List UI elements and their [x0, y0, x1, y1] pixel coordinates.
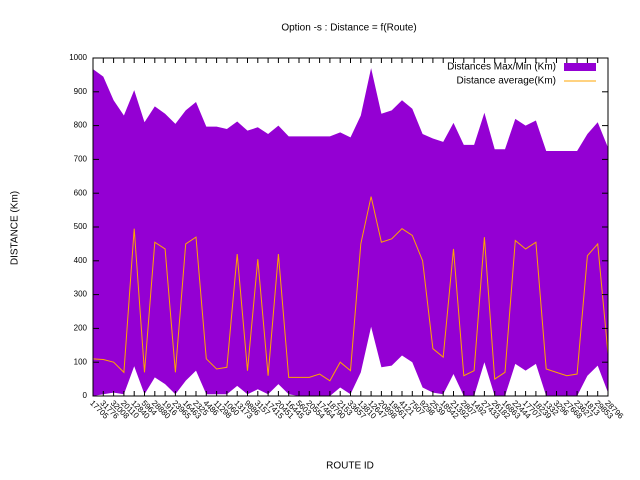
y-tick-label: 800 [74, 121, 88, 130]
legend-label: Distances Max/Min (Km) [447, 62, 556, 73]
y-tick-label: 200 [74, 324, 88, 333]
y-tick-label: 0 [83, 391, 88, 400]
y-tick-label: 1000 [69, 53, 87, 62]
range-area [93, 68, 608, 396]
legend-label: Distance average(Km) [457, 76, 556, 87]
average-line [92, 196, 609, 382]
x-axis-label: ROUTE ID [326, 461, 374, 472]
y-tick-label: 700 [74, 155, 88, 164]
y-tick-label: 500 [74, 222, 88, 231]
y-tick-label: 900 [74, 87, 88, 96]
y-tick-label: 100 [74, 357, 88, 366]
legend-swatch [564, 63, 596, 71]
y-tick-label: 400 [74, 256, 88, 265]
chart-title: Option -s : Distance = f(Route) [281, 23, 416, 34]
y-tick-label: 300 [74, 290, 88, 299]
y-tick-label: 600 [74, 188, 88, 197]
y-axis-label: DISTANCE (Km) [10, 191, 21, 265]
